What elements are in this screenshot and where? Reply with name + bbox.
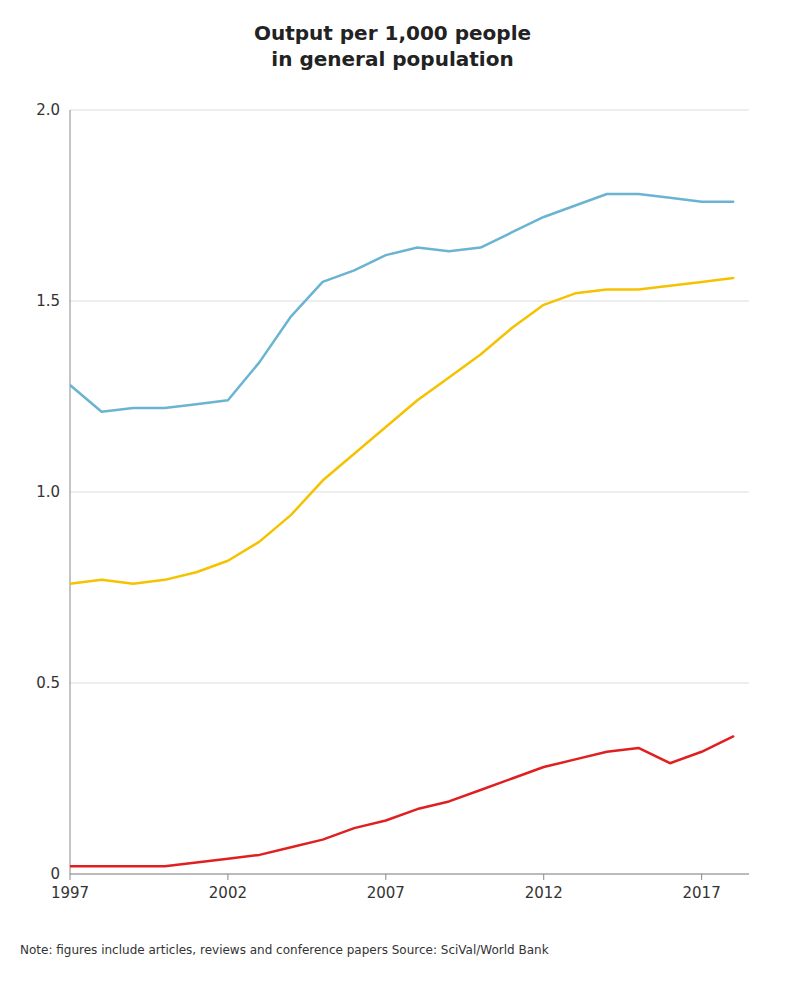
chart-svg: Output per 1,000 peoplein general popula… [0, 0, 785, 984]
x-tick [227, 874, 228, 880]
grid-line [70, 301, 749, 302]
series-line [70, 736, 733, 866]
x-axis-line [70, 874, 749, 875]
chart-container: Output per 1,000 peoplein general popula… [0, 0, 785, 984]
grid-line [70, 110, 749, 111]
x-tick-label: 2002 [209, 884, 247, 902]
title-line: in general population [271, 47, 513, 71]
series-line [70, 278, 733, 584]
x-tick-label: 2017 [683, 884, 721, 902]
x-tick [543, 874, 544, 880]
x-tick [385, 874, 386, 880]
note: Note: figures include articles, reviews … [20, 943, 549, 957]
y-tick-label: 2.0 [36, 101, 60, 119]
x-tick [70, 874, 71, 880]
data-lines [70, 194, 733, 866]
x-tick [701, 874, 702, 880]
grid-line [70, 683, 749, 684]
grid-line [70, 874, 749, 875]
grid [70, 110, 749, 874]
title-line: Output per 1,000 people [254, 21, 531, 45]
chart-title: Output per 1,000 peoplein general popula… [254, 21, 531, 71]
x-tick-label: 1997 [51, 884, 89, 902]
grid-line [70, 492, 749, 493]
series-line [70, 194, 733, 412]
x-tick-label: 2007 [367, 884, 405, 902]
y-tick-label: 1.0 [36, 483, 60, 501]
y-axis-line [70, 110, 71, 874]
x-tick-label: 2012 [525, 884, 563, 902]
axes: 0 0.5 1.0 1.5 2.0 1997 2002 2007 2012 2017 [36, 101, 749, 903]
y-tick-label: 0 [50, 865, 60, 883]
y-tick-label: 1.5 [36, 292, 60, 310]
y-tick-label: 0.5 [36, 674, 60, 692]
